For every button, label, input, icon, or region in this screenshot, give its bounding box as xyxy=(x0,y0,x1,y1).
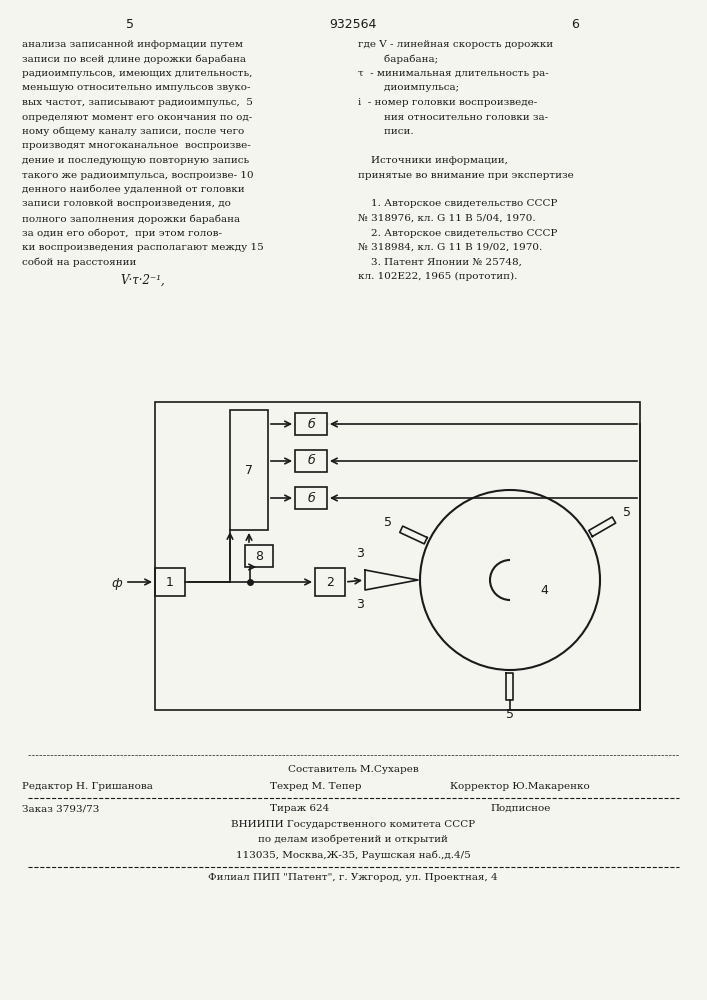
Text: 2. Авторское свидетельство СССР: 2. Авторское свидетельство СССР xyxy=(358,229,557,237)
Text: производят многоканальное  воспроизве-: производят многоканальное воспроизве- xyxy=(22,141,251,150)
Bar xyxy=(295,450,327,472)
Bar xyxy=(155,568,185,596)
Text: № 318984, кл. G 11 B 19/02, 1970.: № 318984, кл. G 11 B 19/02, 1970. xyxy=(358,243,542,252)
Text: № 318976, кл. G 11 B 5/04, 1970.: № 318976, кл. G 11 B 5/04, 1970. xyxy=(358,214,536,223)
Text: ки воспроизведения располагают между 15: ки воспроизведения располагают между 15 xyxy=(22,243,264,252)
Text: 3: 3 xyxy=(356,547,364,560)
Text: диоимпульса;: диоимпульса; xyxy=(358,84,459,93)
Text: 5: 5 xyxy=(623,506,631,519)
Text: ния относительно головки за-: ния относительно головки за- xyxy=(358,112,548,121)
Text: 8: 8 xyxy=(255,550,263,562)
Text: Подписное: Подписное xyxy=(490,804,550,813)
Text: кл. 102E22, 1965 (прототип).: кл. 102E22, 1965 (прототип). xyxy=(358,272,518,281)
Text: V·τ·2⁻¹,: V·τ·2⁻¹, xyxy=(120,274,165,287)
Text: записи головкой воспроизведения, до: записи головкой воспроизведения, до xyxy=(22,200,231,209)
Text: где V - линейная скорость дорожки: где V - линейная скорость дорожки xyxy=(358,40,553,49)
Text: i  - номер головки воспроизведе-: i - номер головки воспроизведе- xyxy=(358,98,537,107)
Text: принятые во внимание при экспертизе: принятые во внимание при экспертизе xyxy=(358,170,574,180)
Text: ВНИИПИ Государственного комитета СССР: ВНИИПИ Государственного комитета СССР xyxy=(231,820,475,829)
Text: б: б xyxy=(307,454,315,468)
Text: 1. Авторское свидетельство СССР: 1. Авторское свидетельство СССР xyxy=(358,200,557,209)
Text: собой на расстоянии: собой на расстоянии xyxy=(22,257,136,267)
Text: ф: ф xyxy=(111,578,122,590)
Text: полного заполнения дорожки барабана: полного заполнения дорожки барабана xyxy=(22,214,240,224)
Text: 6: 6 xyxy=(571,18,579,31)
Text: денного наиболее удаленной от головки: денного наиболее удаленной от головки xyxy=(22,185,245,194)
Text: записи по всей длине дорожки барабана: записи по всей длине дорожки барабана xyxy=(22,54,246,64)
Text: б: б xyxy=(307,418,315,430)
Text: Редактор Н. Гришанова: Редактор Н. Гришанова xyxy=(22,782,153,791)
Text: Техред М. Тепер: Техред М. Тепер xyxy=(270,782,361,791)
Text: дение и последующую повторную запись: дение и последующую повторную запись xyxy=(22,156,249,165)
Text: 932564: 932564 xyxy=(329,18,377,31)
Bar xyxy=(295,413,327,435)
Bar xyxy=(315,568,345,596)
Text: б: б xyxy=(307,491,315,504)
Text: анализа записанной информации путем: анализа записанной информации путем xyxy=(22,40,243,49)
Text: Тираж 624: Тираж 624 xyxy=(270,804,329,813)
Text: Заказ 3793/73: Заказ 3793/73 xyxy=(22,804,100,813)
Text: определяют момент его окончания по од-: определяют момент его окончания по од- xyxy=(22,112,252,121)
Text: 3: 3 xyxy=(356,598,364,611)
Text: писи.: писи. xyxy=(358,127,414,136)
Text: ному общему каналу записи, после чего: ному общему каналу записи, после чего xyxy=(22,127,244,136)
Bar xyxy=(245,545,273,567)
Text: 4: 4 xyxy=(540,584,548,596)
Text: 2: 2 xyxy=(326,576,334,588)
Text: за один его оборот,  при этом голов-: за один его оборот, при этом голов- xyxy=(22,229,222,238)
Text: Филиал ПИП "Патент", г. Ужгород, ул. Проектная, 4: Филиал ПИП "Патент", г. Ужгород, ул. Про… xyxy=(208,873,498,882)
Text: 5: 5 xyxy=(126,18,134,31)
Text: 5: 5 xyxy=(384,516,392,529)
Text: по делам изобретений и открытий: по делам изобретений и открытий xyxy=(258,835,448,844)
Bar xyxy=(230,410,268,530)
Text: 1: 1 xyxy=(166,576,174,588)
Text: Источники информации,: Источники информации, xyxy=(358,156,508,165)
Text: 5: 5 xyxy=(506,708,514,722)
Bar xyxy=(295,487,327,509)
Text: такого же радиоимпульса, воспроизве- 10: такого же радиоимпульса, воспроизве- 10 xyxy=(22,170,254,180)
Text: 7: 7 xyxy=(245,464,253,477)
Text: меньшую относительно импульсов звуко-: меньшую относительно импульсов звуко- xyxy=(22,84,250,93)
Text: вых частот, записывают радиоимпульс,  5: вых частот, записывают радиоимпульс, 5 xyxy=(22,98,253,107)
Text: 113035, Москва,Ж-35, Раушская наб.,д.4/5: 113035, Москва,Ж-35, Раушская наб.,д.4/5 xyxy=(235,850,470,859)
Text: барабана;: барабана; xyxy=(358,54,438,64)
Text: τ  - минимальная длительность ра-: τ - минимальная длительность ра- xyxy=(358,69,549,78)
Text: Корректор Ю.Макаренко: Корректор Ю.Макаренко xyxy=(450,782,590,791)
Text: Составитель М.Сухарев: Составитель М.Сухарев xyxy=(288,765,419,774)
Text: 3. Патент Японии № 25748,: 3. Патент Японии № 25748, xyxy=(358,257,522,266)
Bar xyxy=(155,402,640,710)
Text: радиоимпульсов, имеющих длительность,: радиоимпульсов, имеющих длительность, xyxy=(22,69,252,78)
